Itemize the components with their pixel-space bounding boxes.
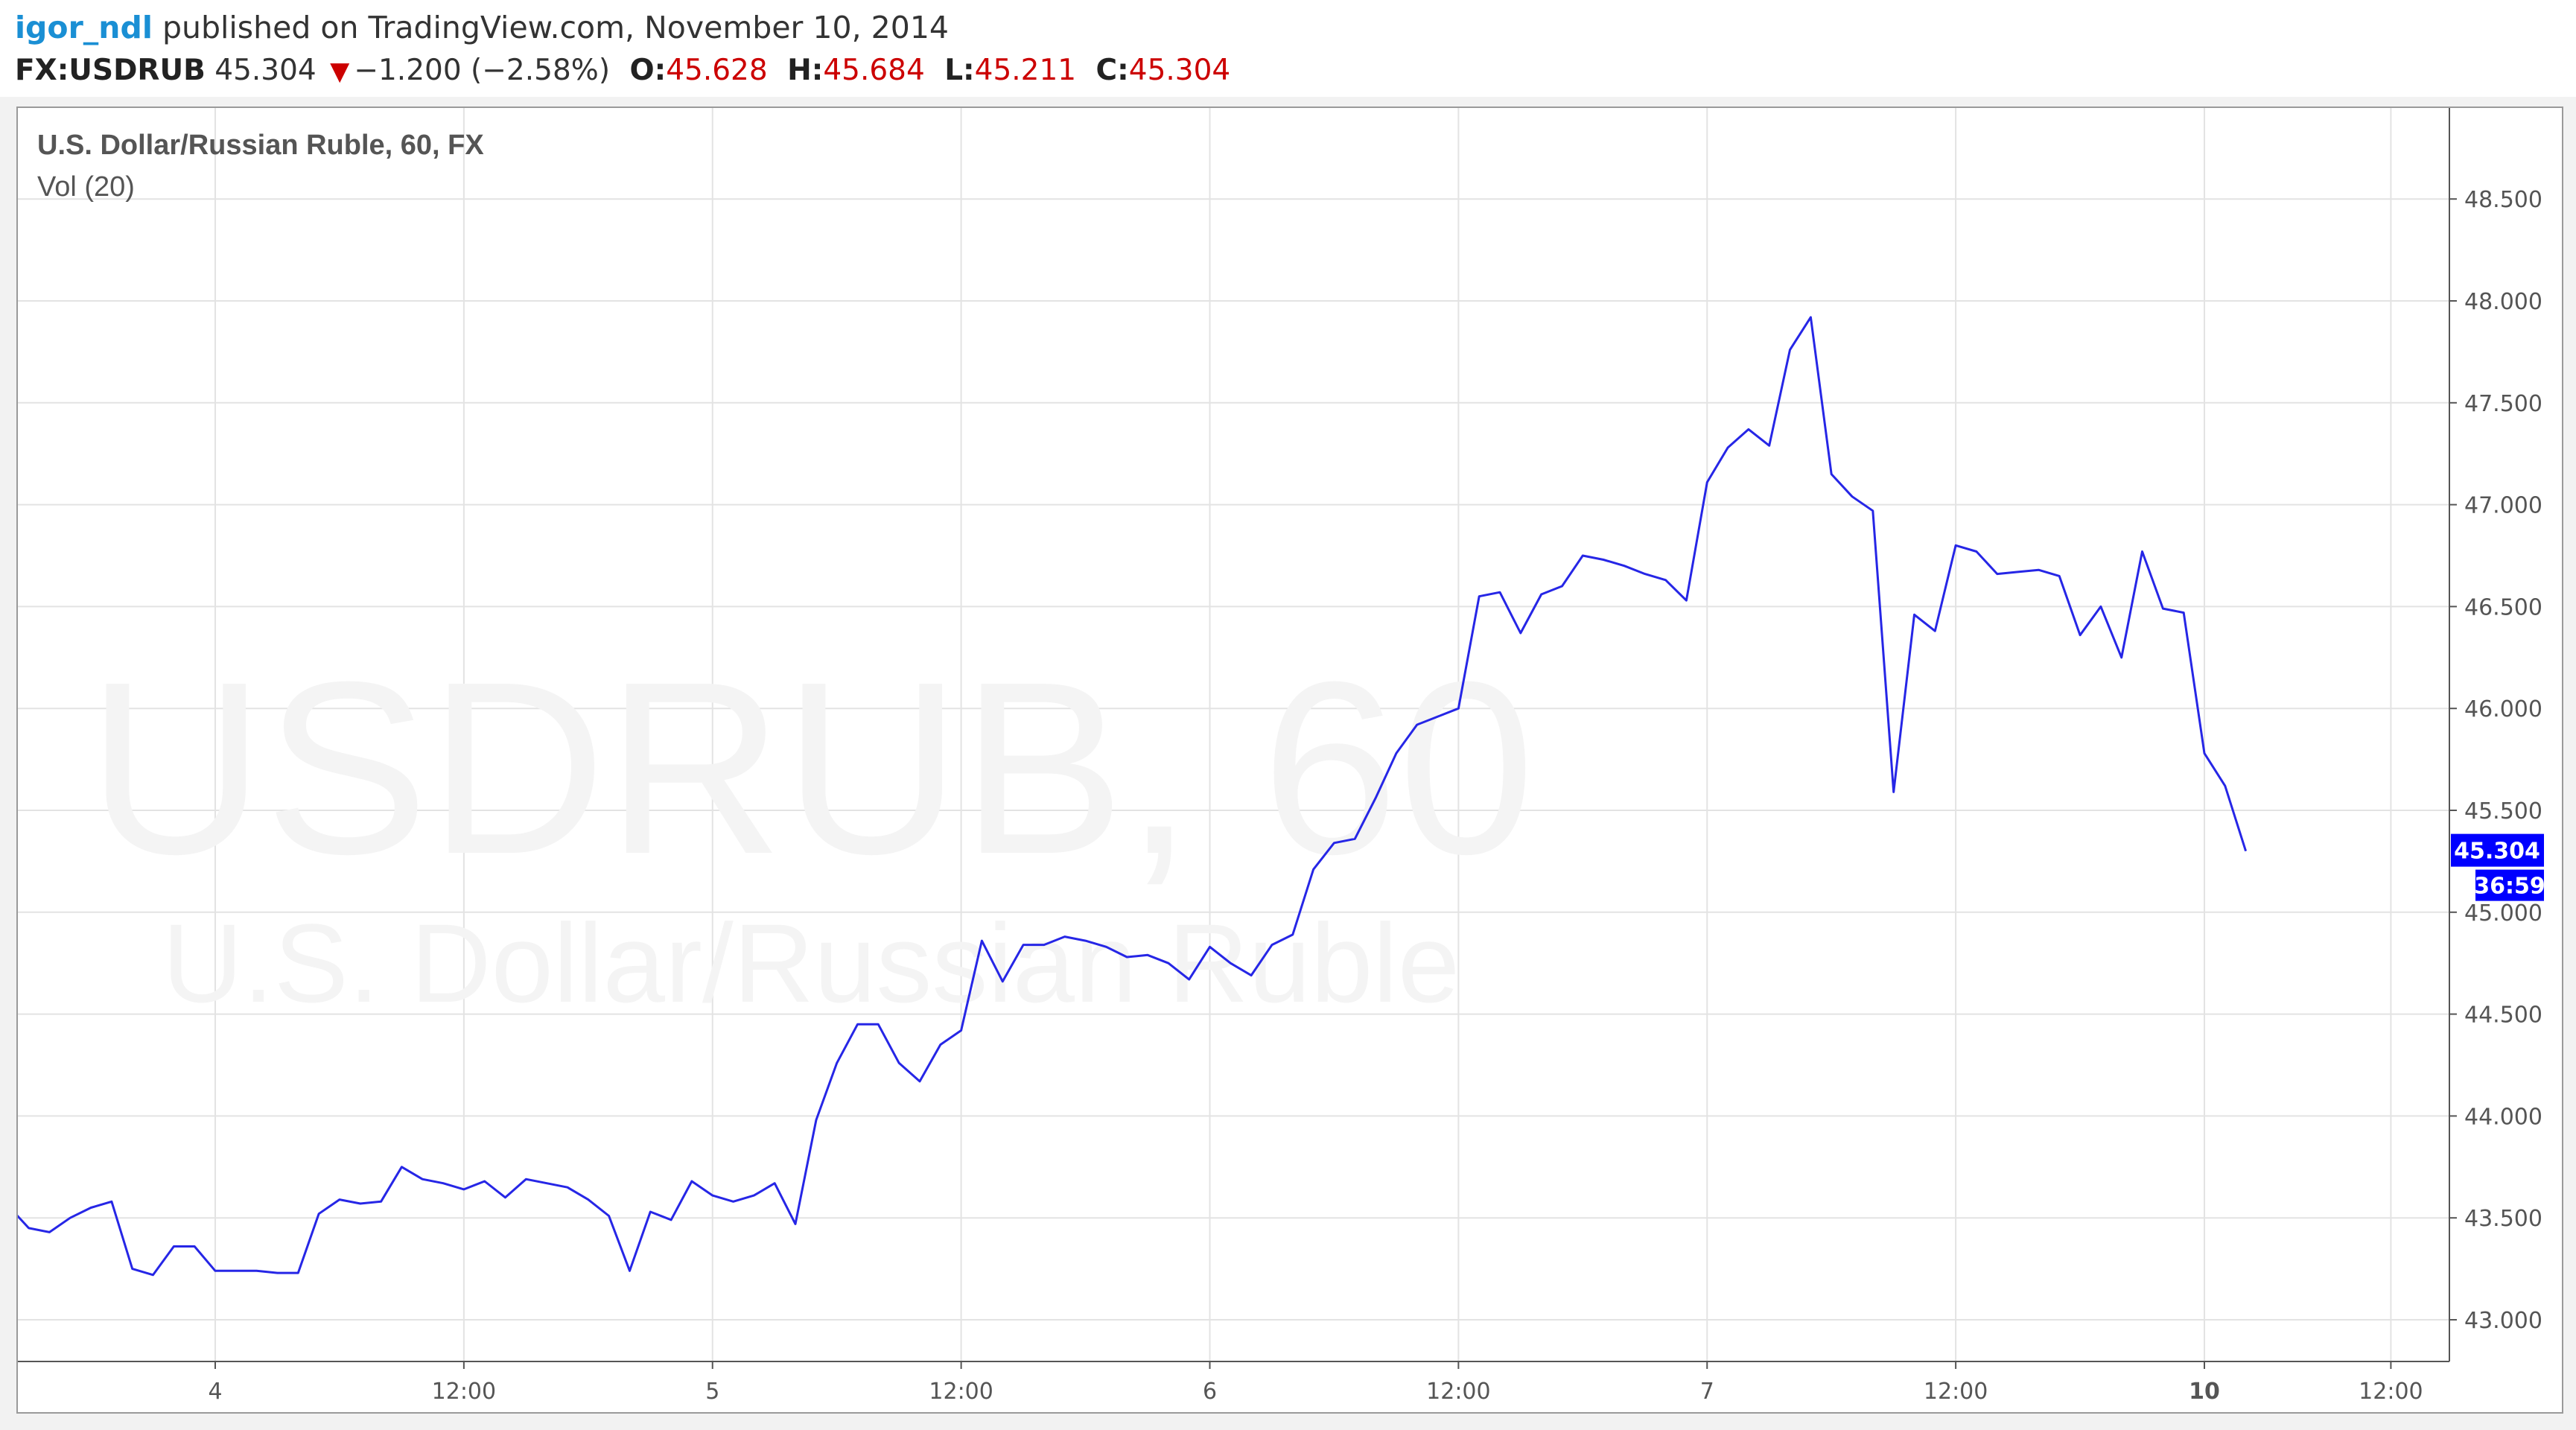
x-tick-label: 12:00 <box>1924 1379 1988 1405</box>
x-tick-label: 10 <box>2189 1379 2220 1405</box>
x-tick-label: 6 <box>1203 1379 1217 1405</box>
y-tick-label: 47.500 <box>2464 391 2542 417</box>
publication-header: igor_ndl published on TradingView.com, N… <box>0 0 2576 97</box>
x-tick-label: 5 <box>705 1379 719 1405</box>
x-tick-label: 12:00 <box>929 1379 993 1405</box>
last-price-label-bg <box>2451 833 2544 867</box>
close-label: C: <box>1095 54 1129 87</box>
countdown-label: 36:59 <box>2474 874 2545 900</box>
y-tick-label: 46.000 <box>2464 696 2542 722</box>
last-price-label: 45.304 <box>2454 839 2540 865</box>
high-value: 45.684 <box>823 54 925 87</box>
indicator-label[interactable]: Vol (20) <box>37 171 135 203</box>
publication-line: igor_ndl published on TradingView.com, N… <box>15 9 949 46</box>
low-label: L: <box>944 54 975 87</box>
grid <box>18 108 2449 1361</box>
open-value: 45.628 <box>666 54 768 87</box>
last-price-marker: 45.304 36:59 <box>2451 833 2545 901</box>
down-triangle-icon: ▼ <box>330 57 350 86</box>
open-label: O: <box>629 54 667 87</box>
close-value: 45.304 <box>1128 54 1231 87</box>
time-axis[interactable]: 4 12:00 5 12:00 6 12:00 7 12:00 10 12:00 <box>208 1361 2423 1405</box>
symbol-label[interactable]: FX:USDRUB <box>15 54 206 87</box>
last-price: 45.304 <box>214 54 317 87</box>
watermark-symbol: USDRUB, 60 <box>87 630 1535 905</box>
y-tick-label: 43.500 <box>2464 1206 2542 1232</box>
y-tick-label: 48.500 <box>2464 187 2542 213</box>
x-tick-label: 4 <box>208 1379 222 1405</box>
y-tick-label: 46.500 <box>2464 594 2542 620</box>
low-value: 45.211 <box>974 54 1077 87</box>
y-tick-label: 45.500 <box>2464 798 2542 824</box>
high-label: H: <box>787 54 824 87</box>
countdown-label-bg <box>2475 869 2544 901</box>
price-axis[interactable]: 43.000 43.500 44.000 44.500 45.000 45.500 46.0… <box>2449 187 2542 1334</box>
y-tick-label: 47.000 <box>2464 493 2542 519</box>
x-tick-label: 12:00 <box>1426 1379 1490 1405</box>
x-tick-label: 7 <box>1700 1379 1714 1405</box>
price-chart[interactable]: USDRUB, 60 U.S. Dollar/Russian Ruble 43.… <box>18 108 2562 1412</box>
published-text: published on TradingView.com, November 1… <box>162 10 950 45</box>
watermark-description: U.S. Dollar/Russian Ruble <box>162 900 1460 1026</box>
chart-title: U.S. Dollar/Russian Ruble, 60, FX <box>37 130 484 161</box>
y-tick-label: 45.000 <box>2464 900 2542 927</box>
y-tick-label: 44.000 <box>2464 1104 2542 1130</box>
y-tick-label: 43.000 <box>2464 1308 2542 1334</box>
price-series-line <box>18 316 2248 1277</box>
author-link[interactable]: igor_ndl <box>15 10 153 45</box>
x-tick-label: 12:00 <box>432 1379 496 1405</box>
quote-line: FX:USDRUB 45.304 ▼ −1.200 (−2.58%) O:45.6… <box>15 52 1230 90</box>
y-tick-label: 48.000 <box>2464 289 2542 315</box>
price-change: −1.200 (−2.58%) <box>354 54 611 87</box>
y-tick-label: 44.500 <box>2464 1002 2542 1029</box>
chart-panel[interactable]: USDRUB, 60 U.S. Dollar/Russian Ruble 43.… <box>16 107 2563 1414</box>
x-tick-label: 12:00 <box>2359 1379 2423 1405</box>
